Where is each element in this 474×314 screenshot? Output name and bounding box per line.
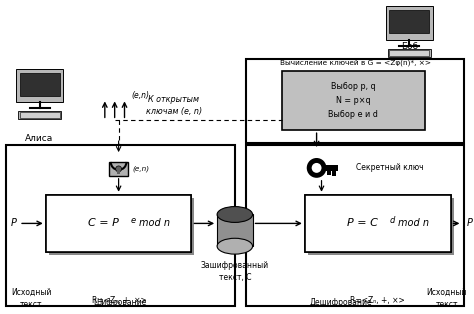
Text: mod n: mod n <box>398 219 428 228</box>
Text: Исходный
текст: Исходный текст <box>11 288 51 309</box>
Bar <box>117 169 120 174</box>
Bar <box>332 171 336 176</box>
Bar <box>109 162 128 176</box>
Text: (e,n): (e,n) <box>132 166 149 172</box>
Bar <box>246 145 465 306</box>
Ellipse shape <box>217 238 253 254</box>
Bar <box>20 73 60 95</box>
Bar <box>390 50 429 56</box>
Text: e: e <box>131 216 136 225</box>
Text: P: P <box>466 219 472 228</box>
Text: mod n: mod n <box>138 219 170 228</box>
Text: P = C: P = C <box>347 219 378 228</box>
Text: R=<Zₙ, +, ×>: R=<Zₙ, +, ×> <box>92 296 147 305</box>
Text: Вычисление ключей в G = <Zφ(n)*, ×>: Вычисление ключей в G = <Zφ(n)*, ×> <box>280 60 430 67</box>
Text: d: d <box>390 216 395 225</box>
Text: (e,n): (e,n) <box>131 91 149 100</box>
Bar <box>388 49 431 57</box>
Text: Алиса: Алиса <box>25 134 53 143</box>
Bar <box>282 71 425 130</box>
Ellipse shape <box>217 207 253 222</box>
Bar <box>18 111 62 119</box>
Bar <box>49 198 194 255</box>
Text: Боб: Боб <box>401 42 419 51</box>
Bar <box>246 59 465 143</box>
Circle shape <box>116 166 121 172</box>
Text: Секретный ключ: Секретный ключ <box>356 163 424 172</box>
Bar <box>46 195 191 252</box>
Bar <box>305 195 451 252</box>
Bar <box>16 69 64 102</box>
Bar <box>46 195 191 252</box>
Bar <box>328 171 331 175</box>
Text: К открытым
ключам (e, n): К открытым ключам (e, n) <box>146 95 202 116</box>
Circle shape <box>307 158 327 178</box>
Text: Дешифрование: Дешифрование <box>310 298 373 307</box>
Text: Шифрование: Шифрование <box>93 298 146 307</box>
Text: R=<Zₙ, +, ×>: R=<Zₙ, +, ×> <box>350 296 405 305</box>
Text: P: P <box>10 219 16 228</box>
Text: Исходный
текст: Исходный текст <box>427 288 467 309</box>
Bar <box>217 214 253 246</box>
Bar <box>308 198 454 255</box>
Bar <box>317 165 338 171</box>
Bar <box>390 10 429 33</box>
Bar <box>385 6 433 40</box>
Bar <box>305 195 451 252</box>
Text: C = P: C = P <box>88 219 118 228</box>
Bar <box>6 145 235 306</box>
Text: Зашифрованный
текст, С: Зашифрованный текст, С <box>201 261 269 282</box>
Text: Выбор p, q
N = p×q
Выбор e и d: Выбор p, q N = p×q Выбор e и d <box>328 82 378 119</box>
Bar <box>20 112 60 118</box>
Circle shape <box>312 163 321 173</box>
